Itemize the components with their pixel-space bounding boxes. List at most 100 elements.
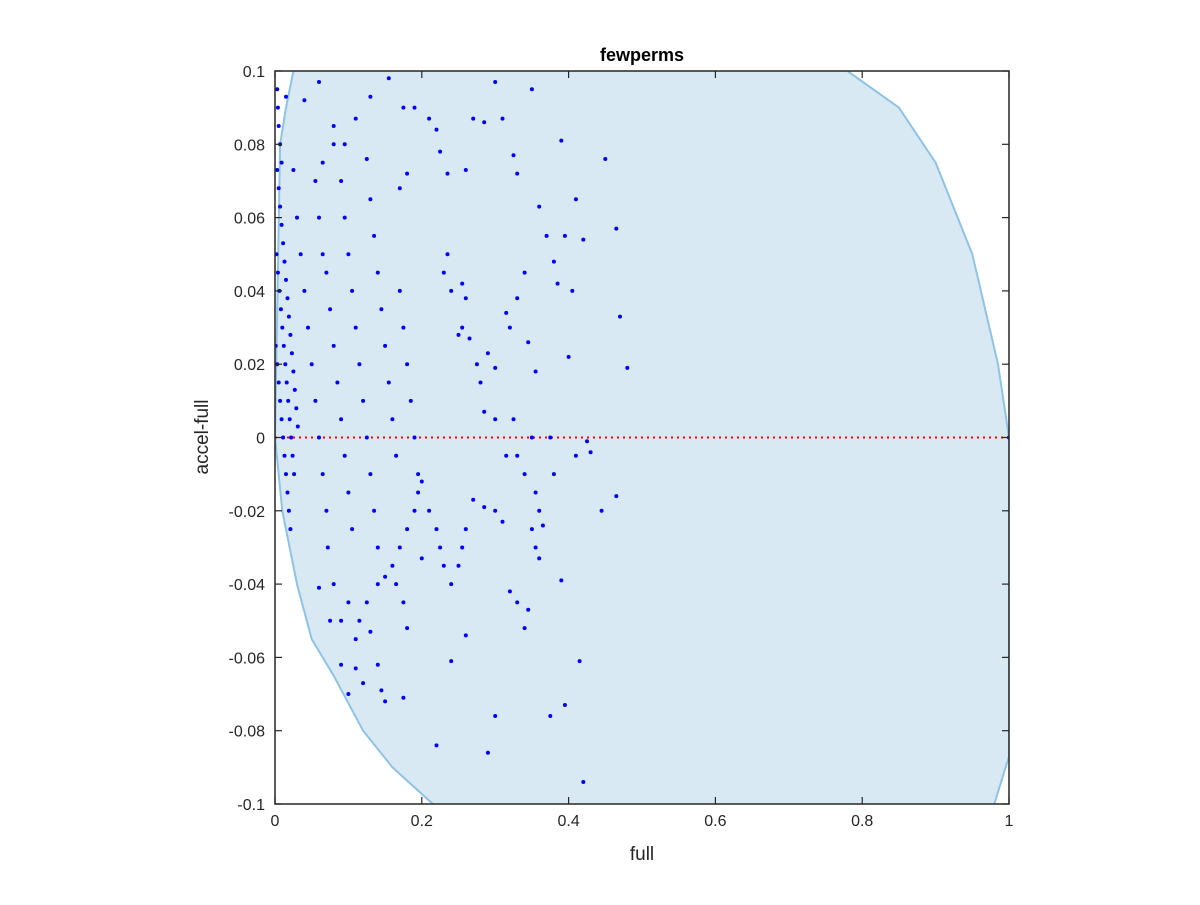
data-point bbox=[507, 325, 512, 330]
data-point bbox=[588, 450, 593, 455]
y-tick-label: -0.04 bbox=[229, 577, 266, 594]
data-point bbox=[449, 582, 454, 587]
data-point bbox=[401, 325, 406, 330]
data-point bbox=[441, 563, 446, 568]
data-point bbox=[357, 362, 362, 367]
y-tick-label: 0 bbox=[256, 431, 265, 448]
data-point bbox=[577, 659, 582, 664]
data-point bbox=[285, 296, 290, 301]
data-point bbox=[434, 127, 439, 132]
data-point bbox=[292, 472, 297, 477]
data-point bbox=[419, 479, 424, 484]
data-point bbox=[397, 288, 402, 293]
data-point bbox=[493, 417, 498, 422]
data-point bbox=[533, 545, 538, 550]
data-point bbox=[309, 362, 314, 367]
data-point bbox=[625, 365, 630, 370]
data-point bbox=[405, 527, 410, 532]
data-point bbox=[445, 171, 450, 176]
data-point bbox=[471, 497, 476, 502]
data-point bbox=[375, 270, 380, 275]
data-point bbox=[342, 215, 347, 220]
data-point bbox=[291, 168, 296, 172]
data-point bbox=[573, 453, 578, 458]
data-point bbox=[287, 417, 292, 422]
data-point bbox=[416, 472, 421, 477]
data-point bbox=[515, 600, 520, 605]
data-point bbox=[302, 288, 307, 293]
data-point bbox=[460, 325, 465, 330]
data-point bbox=[570, 288, 575, 293]
data-point bbox=[357, 618, 362, 623]
data-point bbox=[361, 398, 366, 403]
data-point bbox=[471, 116, 476, 121]
data-point bbox=[346, 600, 351, 605]
x-tick-label: 1 bbox=[1005, 813, 1014, 830]
data-point bbox=[353, 637, 358, 642]
data-point bbox=[412, 105, 417, 110]
data-point bbox=[511, 153, 516, 158]
data-point bbox=[401, 105, 406, 110]
y-tick-label: -0.08 bbox=[229, 724, 266, 741]
data-point bbox=[522, 270, 527, 275]
data-point bbox=[284, 380, 289, 385]
data-point bbox=[460, 281, 465, 286]
data-point bbox=[368, 629, 373, 634]
y-tick-label: 0.02 bbox=[234, 357, 265, 374]
data-point bbox=[463, 168, 468, 172]
data-point bbox=[463, 633, 468, 638]
data-point bbox=[383, 574, 388, 579]
data-point bbox=[313, 398, 318, 403]
data-point bbox=[566, 354, 571, 359]
data-point bbox=[278, 398, 283, 403]
data-point bbox=[346, 692, 351, 696]
data-point bbox=[537, 556, 542, 561]
data-point bbox=[298, 252, 303, 257]
data-point bbox=[493, 365, 498, 370]
data-point bbox=[292, 387, 297, 392]
data-point bbox=[526, 340, 531, 345]
data-point bbox=[342, 142, 347, 147]
data-point bbox=[279, 160, 284, 165]
data-point bbox=[449, 288, 454, 293]
data-point bbox=[438, 149, 443, 154]
data-point bbox=[328, 307, 333, 312]
data-point bbox=[361, 681, 366, 686]
data-point bbox=[364, 600, 369, 605]
y-tick-label: -0.02 bbox=[229, 504, 266, 521]
data-point bbox=[504, 310, 509, 315]
data-point bbox=[614, 494, 619, 499]
y-tick-label: 0.06 bbox=[234, 211, 265, 228]
data-point bbox=[331, 343, 336, 348]
data-point bbox=[401, 600, 406, 605]
data-point bbox=[559, 578, 564, 583]
data-point bbox=[339, 618, 344, 623]
data-point bbox=[515, 296, 520, 301]
data-point bbox=[493, 714, 498, 718]
data-point bbox=[372, 508, 377, 513]
data-point bbox=[522, 472, 527, 477]
data-point bbox=[283, 362, 288, 367]
data-point bbox=[320, 252, 325, 257]
data-point bbox=[286, 314, 291, 319]
data-point bbox=[581, 780, 586, 784]
data-point bbox=[482, 409, 487, 414]
data-point bbox=[383, 699, 388, 704]
data-point bbox=[364, 435, 369, 440]
data-point bbox=[614, 226, 619, 231]
data-point bbox=[540, 523, 545, 528]
x-tick-label: 0 bbox=[271, 813, 280, 830]
data-point bbox=[419, 556, 424, 561]
data-point bbox=[445, 252, 450, 257]
data-point bbox=[339, 417, 344, 422]
data-point bbox=[386, 380, 391, 385]
data-point bbox=[275, 87, 280, 92]
data-point bbox=[548, 714, 553, 718]
data-point bbox=[585, 439, 589, 444]
data-point bbox=[285, 490, 290, 495]
data-point bbox=[302, 98, 307, 103]
data-point bbox=[282, 259, 287, 264]
data-point bbox=[284, 472, 288, 477]
data-point bbox=[603, 157, 608, 161]
